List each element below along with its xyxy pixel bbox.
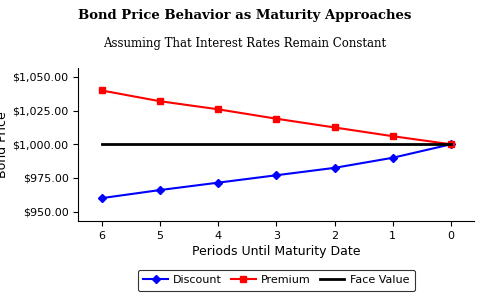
Face Value [99, 142, 104, 146]
Premium [157, 99, 163, 103]
Text: Assuming That Interest Rates Remain Constant: Assuming That Interest Rates Remain Cons… [103, 37, 385, 50]
Premium [447, 142, 453, 146]
Discount [273, 173, 279, 177]
Text: Bond Price Behavior as Maturity Approaches: Bond Price Behavior as Maturity Approach… [78, 9, 410, 22]
Face Value [331, 142, 337, 146]
Face Value [447, 142, 453, 146]
Premium [331, 126, 337, 129]
Discount [215, 181, 221, 185]
Premium [389, 134, 395, 138]
Legend: Discount, Premium, Face Value: Discount, Premium, Face Value [138, 270, 414, 291]
Face Value [157, 142, 163, 146]
Face Value [273, 142, 279, 146]
Discount [331, 166, 337, 170]
X-axis label: Periods Until Maturity Date: Periods Until Maturity Date [192, 245, 360, 258]
Premium [99, 89, 104, 92]
Face Value [389, 142, 395, 146]
Discount [447, 142, 453, 146]
Line: Premium: Premium [99, 88, 453, 147]
Premium [273, 117, 279, 121]
Discount [389, 156, 395, 160]
Line: Discount: Discount [99, 142, 453, 201]
Discount [99, 196, 104, 200]
Discount [157, 188, 163, 192]
Premium [215, 107, 221, 111]
Y-axis label: Bond Price: Bond Price [0, 111, 9, 178]
Face Value [215, 142, 221, 146]
